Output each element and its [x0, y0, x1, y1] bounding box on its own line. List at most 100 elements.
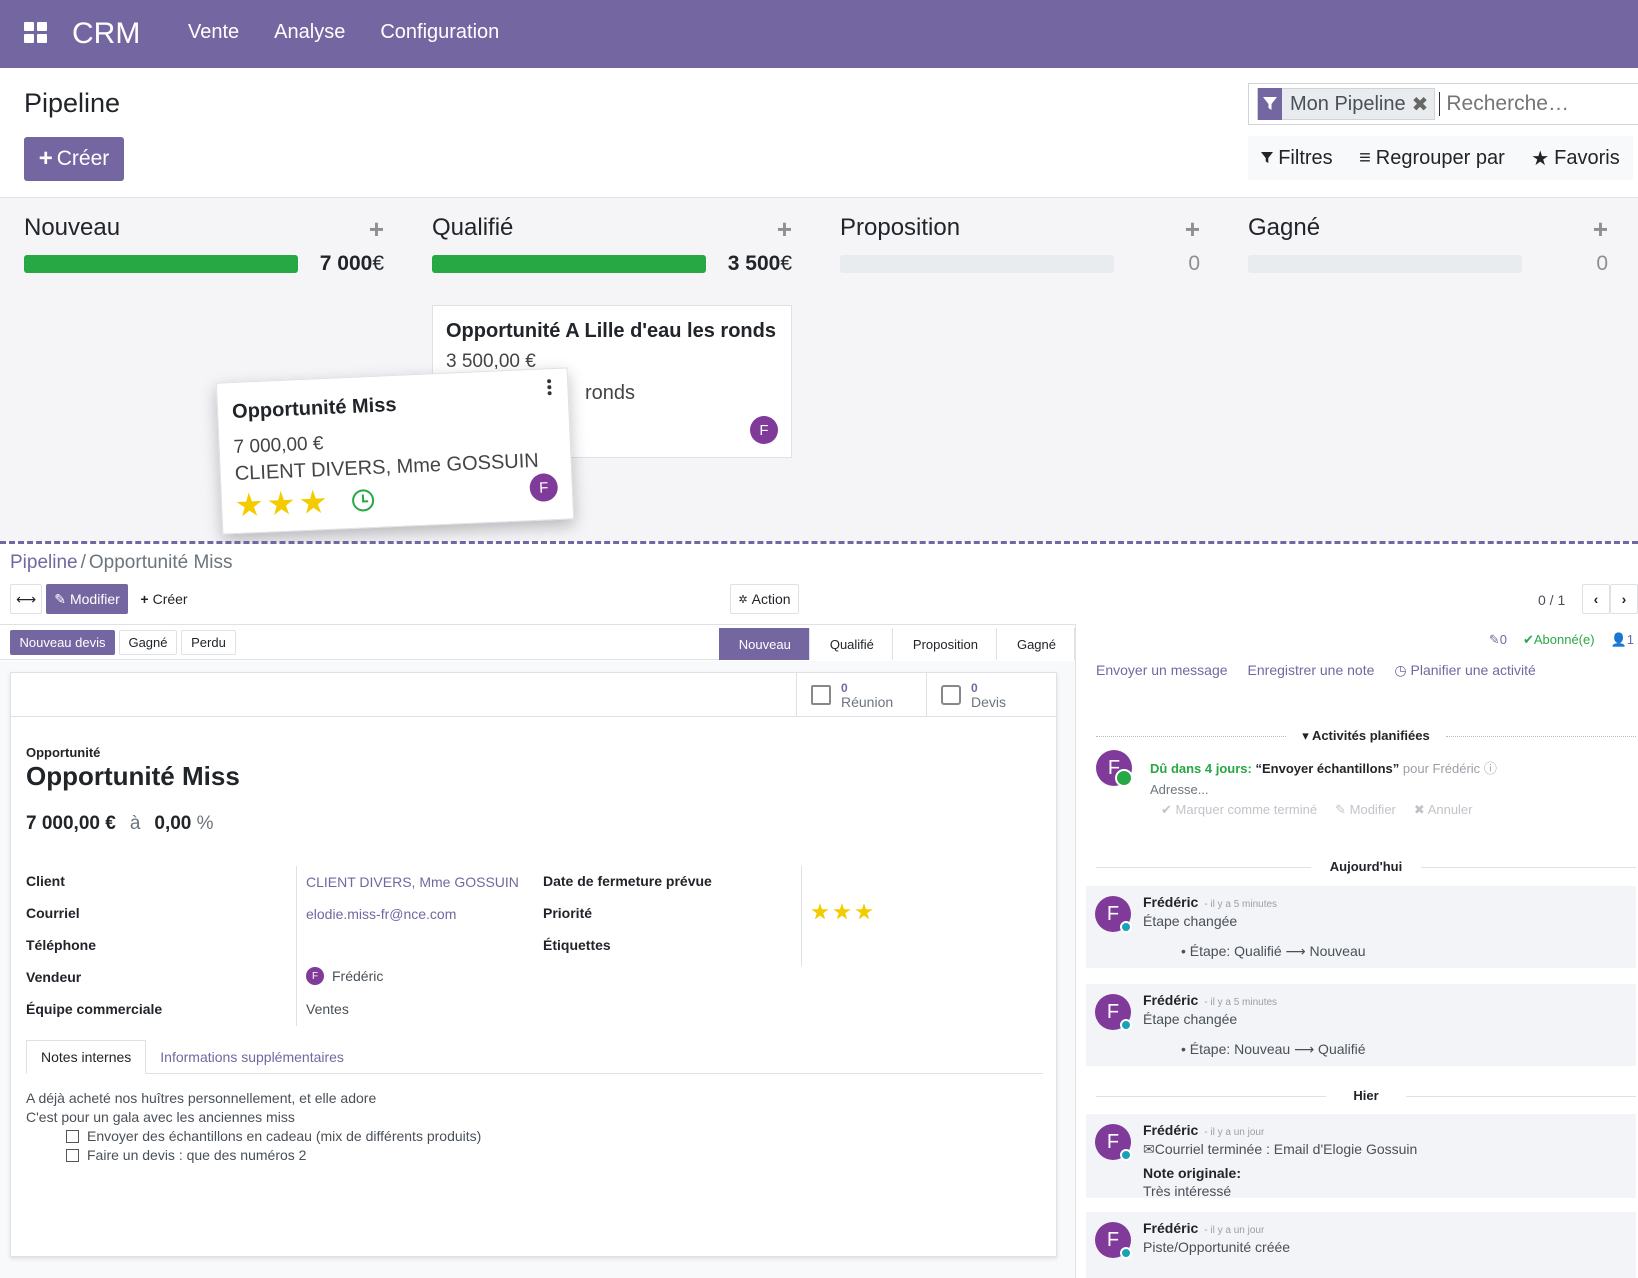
log-note-button[interactable]: Enregistrer une note: [1247, 662, 1375, 678]
stat-label: Réunion: [841, 694, 894, 710]
menu-configuration[interactable]: Configuration: [380, 21, 500, 43]
edit-icon: [941, 685, 961, 705]
pager-previous-button[interactable]: ‹: [1582, 584, 1610, 614]
quote-stat-button[interactable]: 0 Devis: [926, 673, 1056, 717]
create-button[interactable]: + Créer: [24, 137, 124, 181]
star-icon[interactable]: [811, 903, 829, 920]
expand-button[interactable]: ⟷: [10, 584, 42, 614]
field-team-value[interactable]: Ventes: [306, 1001, 349, 1017]
field-client-label: Client: [26, 873, 65, 889]
stage-nouveau[interactable]: Nouveau: [718, 628, 810, 660]
edit-activity-button[interactable]: ✎ Modifier: [1335, 802, 1396, 817]
field-salesperson-label: Vendeur: [26, 969, 82, 985]
form-view: Pipeline / Opportunité Miss ⟷ ✎ Modifier + C…: [0, 544, 1638, 1278]
modify-button[interactable]: ✎ Modifier: [46, 584, 128, 614]
internal-notes[interactable]: A déjà acheté nos huîtres personnellemen…: [26, 1089, 481, 1165]
action-button[interactable]: ✲ Action: [730, 584, 799, 614]
quick-create-icon[interactable]: +: [776, 214, 792, 244]
menu-analyse[interactable]: Analyse: [274, 21, 346, 43]
quick-create-icon[interactable]: +: [1592, 214, 1608, 244]
stage-gagne[interactable]: Gagné: [996, 628, 1075, 660]
avatar: F: [529, 472, 559, 503]
star-icon[interactable]: [833, 903, 851, 920]
priority-stars[interactable]: [811, 903, 873, 921]
field-client-value[interactable]: CLIENT DIVERS, Mme GOSSUIN: [306, 874, 519, 890]
field-tags-label: Étiquettes: [543, 937, 611, 953]
apps-menu-icon[interactable]: [24, 22, 48, 44]
filter-icon: [1261, 152, 1274, 164]
priority-stars[interactable]: [236, 489, 327, 519]
facet-close-icon[interactable]: ✖: [1411, 93, 1429, 116]
won-button[interactable]: Gagné: [119, 630, 177, 655]
opportunity-label: Opportunité: [26, 745, 101, 760]
page-title: Pipeline: [24, 88, 121, 118]
quick-create-icon[interactable]: +: [1184, 214, 1200, 244]
star-icon[interactable]: [236, 492, 263, 519]
column-progress[interactable]: [432, 255, 706, 273]
followers-button[interactable]: 👤1: [1610, 632, 1634, 647]
field-separator: [801, 866, 802, 966]
todo-item[interactable]: Envoyer des échantillons en cadeau (mix …: [66, 1127, 481, 1146]
gear-icon: ✲: [738, 593, 748, 606]
column-title: Gagné: [1248, 214, 1321, 241]
at-label: à: [129, 813, 141, 834]
checkbox[interactable]: [66, 1130, 79, 1143]
tab-extra-info[interactable]: Informations supplémentaires: [160, 1048, 344, 1065]
favorites-button[interactable]: ★ Favoris: [1531, 146, 1620, 171]
follow-button[interactable]: ✔Abonné(e): [1522, 632, 1595, 647]
send-message-button[interactable]: Envoyer un message: [1096, 662, 1228, 678]
kanban-card-miss-dragging[interactable]: Opportunité Miss 7 000,00 € CLIENT DIVER…: [215, 367, 575, 535]
cancel-activity-button[interactable]: ✖ Annuler: [1413, 802, 1473, 817]
field-email-value[interactable]: elodie.miss-fr@nce.com: [306, 906, 457, 922]
search-input[interactable]: [1439, 92, 1630, 116]
mark-done-button[interactable]: ✔ Marquer comme terminé: [1161, 802, 1318, 817]
stage-proposition[interactable]: Proposition: [892, 628, 997, 660]
field-email-label: Courriel: [26, 905, 80, 921]
field-close-date-label: Date de fermeture prévue: [543, 873, 712, 889]
pager-next-button[interactable]: ›: [1610, 584, 1638, 614]
avatar: F: [750, 416, 778, 444]
column-progress[interactable]: [24, 255, 298, 273]
opportunity-name: Opportunité Miss: [26, 761, 240, 791]
app-brand[interactable]: CRM: [72, 17, 141, 50]
field-separator: [296, 866, 297, 1026]
todo-item[interactable]: Faire un devis : que des numéros 2: [66, 1146, 481, 1165]
message-author: Frédéric - il y a 5 minutes: [1143, 992, 1278, 1008]
column-sum: 3 500€: [727, 252, 792, 275]
schedule-activity-button[interactable]: ◷ Planifier une activité: [1394, 662, 1536, 678]
star-icon[interactable]: [300, 489, 327, 516]
date-separator-today: Aujourd'hui: [1096, 859, 1636, 874]
plus-icon: +: [140, 591, 149, 607]
filters-button[interactable]: Filtres: [1261, 147, 1333, 170]
kanban-column-qualifie: Qualifié + 3 500€: [432, 198, 792, 538]
planned-activities-toggle[interactable]: ▾ Activités planifiées: [1096, 728, 1636, 744]
card-menu-icon[interactable]: [547, 379, 554, 397]
info-icon[interactable]: ⓘ: [1483, 761, 1497, 776]
tab-internal-notes[interactable]: Notes internes: [26, 1040, 147, 1074]
clock-icon[interactable]: [351, 488, 375, 512]
column-progress[interactable]: [840, 255, 1114, 273]
meeting-stat-button[interactable]: 0 Réunion: [796, 673, 926, 717]
checkbox[interactable]: [66, 1149, 79, 1162]
message-body: Étape changée: [1143, 1011, 1238, 1027]
card-client: ronds: [585, 382, 636, 404]
column-progress[interactable]: [1248, 255, 1522, 273]
quick-create-icon[interactable]: +: [368, 214, 384, 244]
lost-button[interactable]: Perdu: [181, 630, 236, 655]
message-detail: • Étape: Nouveau ⟶ Qualifié: [1181, 1041, 1366, 1057]
form-create-button[interactable]: + Créer: [131, 584, 197, 614]
search-box: Mon Pipeline ✖: [1248, 83, 1638, 125]
card-amount: 7 000,00 €: [233, 433, 324, 459]
star-icon[interactable]: [268, 490, 295, 517]
breadcrumb-pipeline[interactable]: Pipeline: [10, 552, 78, 573]
field-salesperson-value[interactable]: F Frédéric: [306, 967, 383, 985]
field-phone-label: Téléphone: [26, 937, 97, 953]
group-by-button[interactable]: ≡ Regrouper par: [1359, 147, 1505, 170]
attachments-button[interactable]: ✎0: [1488, 632, 1507, 647]
new-quote-button[interactable]: Nouveau devis: [10, 630, 115, 655]
stage-qualifie[interactable]: Qualifié: [809, 628, 893, 660]
star-icon[interactable]: [855, 903, 873, 920]
chatter-message: F Frédéric - il y a 5 minutes Étape chang…: [1086, 984, 1636, 1066]
note-line: A déjà acheté nos huîtres personnellemen…: [26, 1090, 377, 1106]
menu-vente[interactable]: Vente: [188, 21, 240, 43]
